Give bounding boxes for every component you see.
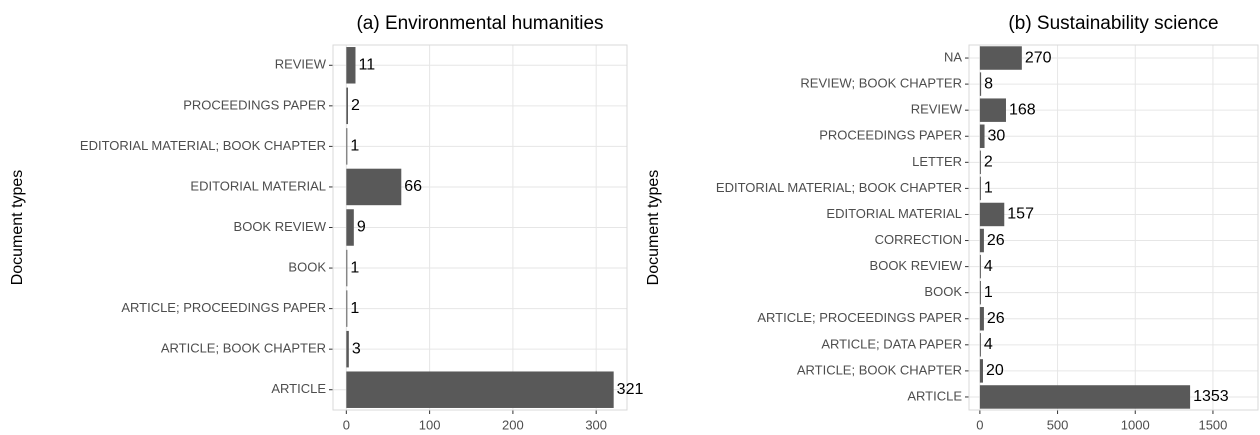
x-tick-label: 100 — [419, 417, 441, 432]
y-tick-label: BOOK REVIEW — [234, 219, 327, 234]
value-label: 2 — [984, 154, 993, 171]
bar — [346, 47, 356, 84]
value-label: 1 — [350, 259, 359, 276]
value-label: 157 — [1007, 206, 1034, 223]
bar — [979, 98, 1006, 122]
y-tick-label: BOOK — [288, 259, 326, 274]
value-label: 26 — [987, 310, 1005, 327]
y-tick-label: ARTICLE; DATA PAPER — [821, 336, 962, 351]
bar — [979, 359, 983, 383]
bar — [979, 124, 985, 148]
value-label: 168 — [1009, 101, 1036, 118]
y-tick-label: PROCEEDINGS PAPER — [183, 97, 326, 112]
y-tick-label: CORRECTION — [875, 232, 962, 247]
y-tick-label: ARTICLE; PROCEEDINGS PAPER — [757, 310, 962, 325]
value-label: 20 — [986, 362, 1004, 379]
x-tick-label: 1000 — [1121, 417, 1150, 432]
y-tick-label: LETTER — [912, 154, 962, 169]
bar — [979, 333, 981, 357]
bar — [979, 72, 982, 96]
value-label: 26 — [987, 232, 1005, 249]
value-label: 2 — [351, 97, 360, 114]
x-tick-label: 500 — [1047, 417, 1069, 432]
y-tick-label: EDITORIAL MATERIAL; BOOK CHAPTER — [716, 180, 962, 195]
y-tick-label: BOOK — [924, 284, 962, 299]
bar — [346, 209, 354, 246]
value-label: 4 — [984, 258, 993, 275]
bar — [979, 385, 1191, 409]
bar — [979, 46, 1022, 70]
value-label: 9 — [357, 219, 366, 236]
value-label: 8 — [984, 75, 993, 92]
value-label: 30 — [988, 127, 1006, 144]
value-label: 4 — [984, 336, 993, 353]
bar — [979, 150, 981, 175]
bar — [979, 307, 984, 331]
x-tick-label: 300 — [585, 417, 607, 432]
y-tick-label: PROCEEDINGS PAPER — [819, 128, 962, 143]
bar — [979, 228, 984, 253]
y-tick-label: ARTICLE — [271, 381, 326, 396]
y-axis-title: Document types — [9, 170, 26, 286]
x-tick-label: 1500 — [1198, 417, 1227, 432]
bar — [346, 330, 349, 368]
y-tick-label: ARTICLE — [907, 388, 962, 403]
value-label: 270 — [1025, 49, 1052, 66]
bar — [979, 280, 981, 305]
y-tick-label: ARTICLE; BOOK CHAPTER — [797, 362, 962, 377]
bar — [346, 87, 348, 125]
bar — [346, 249, 348, 287]
bar — [979, 254, 981, 279]
value-label: 1 — [350, 138, 359, 155]
panel-border — [968, 44, 1259, 411]
value-label: 66 — [404, 178, 422, 195]
value-label: 11 — [358, 56, 375, 73]
x-tick-label: 0 — [343, 417, 350, 432]
y-axis-title: Document types — [645, 170, 662, 286]
x-tick-label: 200 — [502, 417, 524, 432]
value-label: 1353 — [1193, 388, 1229, 405]
value-label: 1 — [984, 284, 993, 301]
y-tick-label: REVIEW; BOOK CHAPTER — [800, 76, 962, 91]
panel-border — [332, 44, 628, 411]
y-tick-label: ARTICLE; BOOK CHAPTER — [161, 341, 326, 356]
chart-title: (a) Environmental humanities — [356, 13, 603, 34]
value-label: 1 — [350, 300, 359, 317]
y-tick-label: EDITORIAL MATERIAL — [826, 206, 962, 221]
y-tick-label: ARTICLE; PROCEEDINGS PAPER — [121, 300, 326, 315]
y-tick-label: NA — [944, 49, 962, 64]
x-tick-label: 0 — [976, 417, 983, 432]
bar — [346, 290, 348, 327]
y-tick-label: REVIEW — [275, 57, 327, 72]
chart-title: (b) Sustainability science — [1008, 13, 1218, 34]
bar — [979, 176, 981, 201]
value-label: 3 — [352, 340, 361, 357]
bar — [346, 168, 402, 206]
bar — [346, 371, 614, 408]
bar — [346, 128, 348, 165]
y-tick-label: EDITORIAL MATERIAL; BOOK CHAPTER — [80, 138, 326, 153]
y-tick-label: BOOK REVIEW — [870, 258, 963, 273]
value-label: 321 — [617, 381, 644, 398]
y-tick-label: REVIEW — [911, 102, 963, 117]
y-tick-label: EDITORIAL MATERIAL — [190, 178, 326, 193]
bar — [979, 202, 1005, 227]
value-label: 1 — [984, 180, 993, 197]
